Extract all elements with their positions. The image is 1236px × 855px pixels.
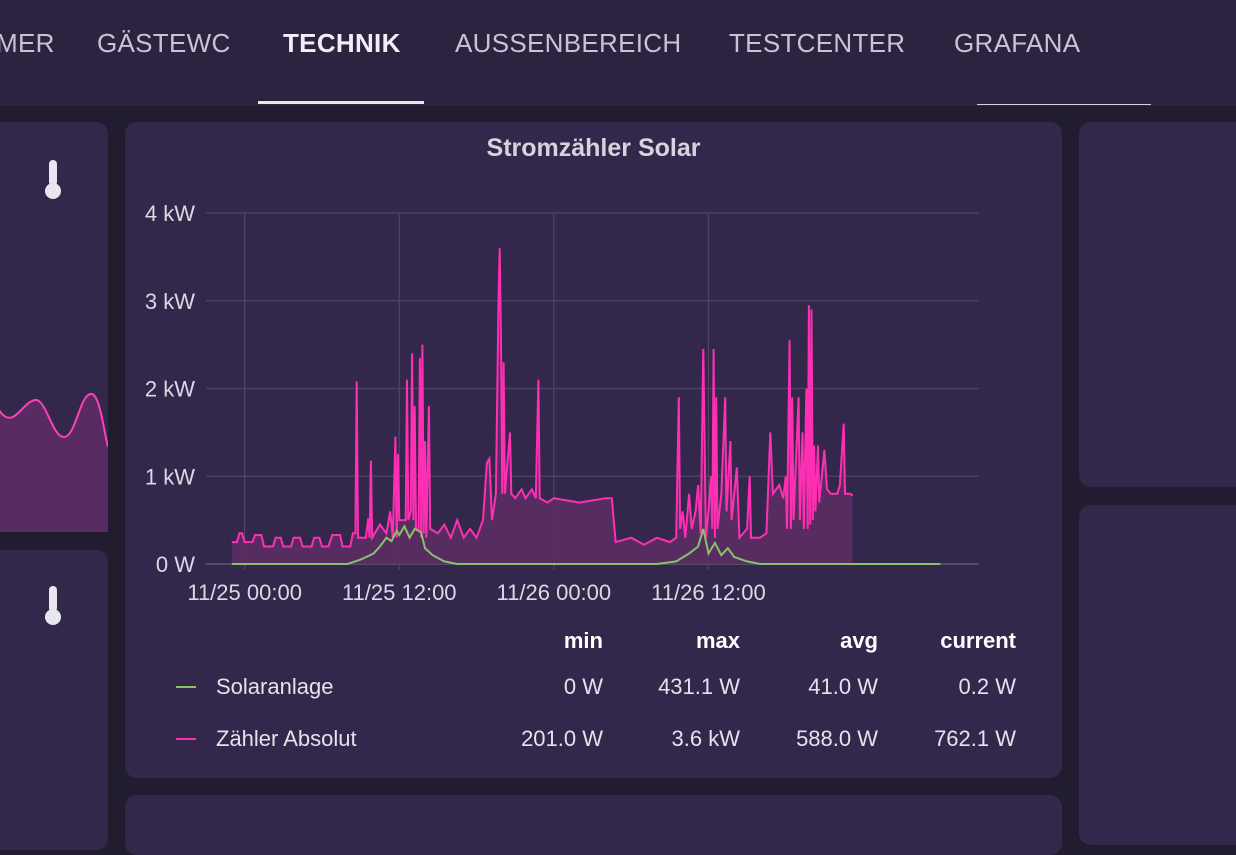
card-right-bottom[interactable]: [1079, 505, 1236, 845]
x-tick-label: 11/26 12:00: [651, 580, 766, 605]
tab-aussenbereich[interactable]: AUSSENBEREICH: [455, 28, 682, 58]
x-tick-label: 11/25 12:00: [342, 580, 457, 605]
legend-avg: 588.0 W: [796, 726, 878, 751]
legend-avg: 41.0 W: [808, 674, 878, 699]
solar-meter-card[interactable]: [125, 122, 1062, 778]
series-line-solaranlage[interactable]: [231, 524, 941, 565]
tab-gaestewc[interactable]: GÄSTEWC: [97, 28, 231, 58]
x-tick-label: 11/26 00:00: [497, 580, 612, 605]
y-tick-label: 2 kW: [145, 377, 195, 402]
tab-zimmer[interactable]: MER: [0, 28, 55, 58]
y-tick-label: 0 W: [156, 552, 195, 577]
legend-current: 0.2 W: [958, 674, 1016, 699]
legend-header-max: max: [695, 628, 740, 653]
tab-technik[interactable]: TECHNIK: [283, 28, 401, 58]
tab-grafana[interactable]: GRAFANA: [954, 28, 1081, 58]
x-tick-label: 11/25 00:00: [187, 580, 302, 605]
top-navigation-bar: MER GÄSTEWC TECHNIK AUSSENBEREICH TESTCE…: [0, 0, 1236, 106]
legend-min: 201.0 W: [521, 726, 603, 751]
thermometer-icon: [45, 586, 61, 625]
tab-scroll-indicator: [977, 104, 1151, 105]
legend-max: 431.1 W: [658, 674, 740, 699]
legend-name-solaranlage[interactable]: Solaranlage: [216, 674, 334, 699]
sensor-card-left-top[interactable]: [0, 122, 108, 532]
sensor-sparkline: [0, 393, 108, 532]
y-tick-label: 3 kW: [145, 289, 195, 314]
meter-area-fill: [231, 248, 853, 564]
y-tick-label: 1 kW: [145, 464, 195, 489]
legend-min: 0 W: [563, 674, 603, 699]
card-right-top[interactable]: [1079, 122, 1236, 487]
legend-swatch-solaranlage: [176, 686, 196, 688]
active-tab-indicator: [258, 101, 424, 104]
legend-header-current: current: [940, 628, 1016, 653]
thermometer-icon: [45, 160, 61, 199]
legend-swatch-zaehler-absolut: [176, 738, 196, 740]
chart-title: Stromzähler Solar: [486, 134, 701, 162]
legend-current: 762.1 W: [934, 726, 1016, 751]
sensor-card-left-bottom[interactable]: [0, 550, 108, 850]
tab-testcenter[interactable]: TESTCENTER: [729, 28, 906, 58]
history-chart[interactable]: 0 W 1 kW 2 kW 3 kW 4 kW 11/25 00:00 11/25 12:0…: [0, 0, 1236, 824]
series-line-zaehler-absolut[interactable]: [231, 248, 854, 548]
legend-header-min: min: [563, 628, 603, 653]
y-tick-label: 4 kW: [145, 201, 195, 226]
legend-name-zaehler-absolut[interactable]: Zähler Absolut: [216, 726, 357, 751]
legend-max: 3.6 kW: [671, 726, 740, 751]
legend-header-avg: avg: [840, 628, 878, 653]
